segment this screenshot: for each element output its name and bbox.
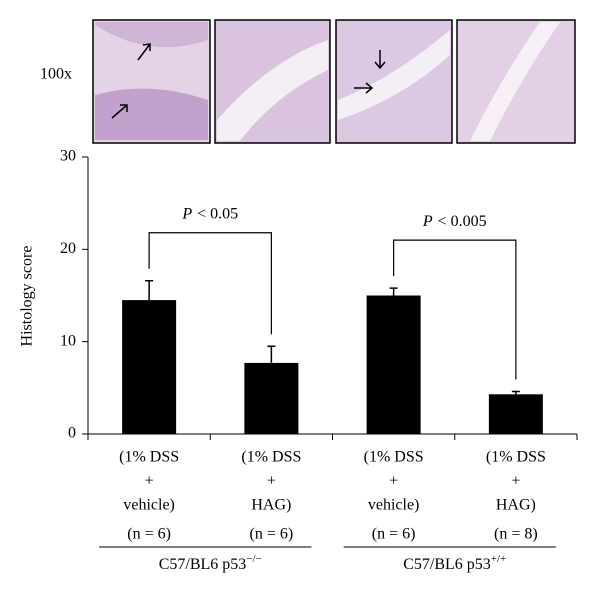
group-label: C57/BL6 p53+/+ bbox=[403, 553, 506, 573]
bar bbox=[244, 362, 299, 434]
x-tick-label: + bbox=[511, 473, 520, 490]
lumen bbox=[217, 40, 328, 141]
x-tick-label: + bbox=[145, 473, 154, 490]
arrows bbox=[111, 43, 386, 119]
error-bar bbox=[511, 390, 520, 395]
x-tick-label: (1% DSS bbox=[364, 449, 424, 466]
significance-label: P < 0.05 bbox=[181, 205, 238, 222]
error-bar bbox=[145, 279, 154, 301]
x-tick-label: + bbox=[267, 473, 276, 490]
x-tick-label: HAG) bbox=[496, 497, 536, 514]
y-tick-label: 0 bbox=[68, 425, 76, 442]
group-name: C57/BL6 p53 bbox=[403, 556, 491, 573]
bar bbox=[366, 295, 421, 434]
arrow bbox=[111, 104, 128, 119]
histology-images bbox=[92, 19, 576, 144]
x-tick-label: vehicle) bbox=[123, 497, 175, 514]
n-label: (n = 6) bbox=[372, 526, 416, 543]
bar bbox=[488, 394, 543, 434]
significance-label: P < 0.005 bbox=[422, 213, 487, 230]
error-bar bbox=[389, 287, 398, 296]
error-bar bbox=[267, 345, 276, 363]
tissue bbox=[95, 22, 208, 48]
x-tick-label: (1% DSS bbox=[486, 449, 546, 466]
lumen bbox=[338, 30, 450, 120]
x-tick-label: (1% DSS bbox=[241, 449, 301, 466]
p-text: < 0.05 bbox=[197, 205, 238, 222]
group-name: C57/BL6 p53 bbox=[159, 556, 247, 573]
arrow bbox=[137, 43, 151, 61]
x-tick-label: (1% DSS bbox=[119, 449, 179, 466]
x-tick-label: vehicle) bbox=[368, 497, 420, 514]
group-superscript: +/+ bbox=[491, 553, 506, 565]
significance-bracket bbox=[393, 239, 517, 380]
y-tick-label: 10 bbox=[60, 332, 76, 349]
n-label: (n = 6) bbox=[127, 526, 171, 543]
n-label: (n = 8) bbox=[494, 526, 538, 543]
p-symbol: P bbox=[181, 205, 192, 222]
x-tick-label: + bbox=[389, 473, 398, 490]
lumen bbox=[470, 22, 560, 141]
y-tick-label: 20 bbox=[60, 240, 76, 257]
image-label: 100x bbox=[40, 66, 72, 83]
bar bbox=[122, 300, 177, 434]
y-axis-label: Histology score bbox=[19, 246, 36, 347]
significance-bracket bbox=[148, 232, 272, 335]
arrow bbox=[354, 82, 374, 94]
group-label: C57/BL6 p53−/− bbox=[159, 553, 262, 573]
n-label: (n = 6) bbox=[250, 526, 294, 543]
p-text: < 0.005 bbox=[438, 213, 487, 230]
group-superscript: −/− bbox=[246, 553, 261, 565]
p-symbol: P bbox=[422, 213, 433, 230]
y-tick-label: 30 bbox=[60, 148, 76, 165]
arrow bbox=[374, 50, 386, 70]
x-tick-label: HAG) bbox=[251, 497, 291, 514]
tissue bbox=[95, 88, 208, 140]
